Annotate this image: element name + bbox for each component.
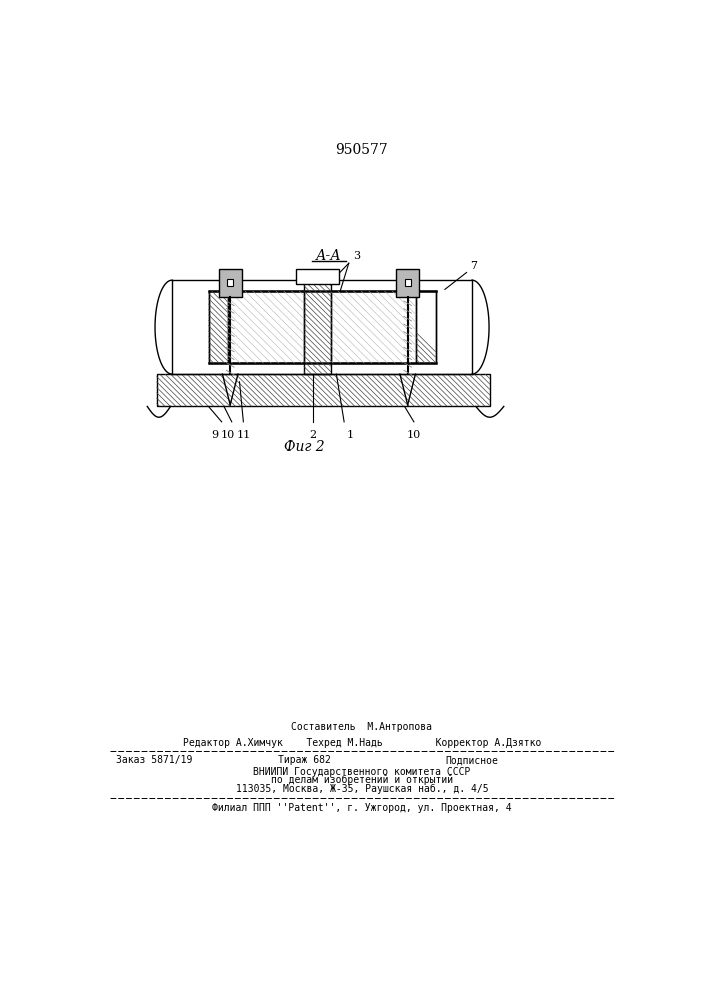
Bar [218, 269, 242, 297]
Bar [227, 279, 233, 286]
Text: Подписное: Подписное [445, 755, 498, 765]
Text: Тираж 682: Тираж 682 [279, 755, 331, 765]
Text: 10: 10 [221, 430, 235, 440]
Text: ВНИИПИ Государственного комитета СССР: ВНИИПИ Государственного комитета СССР [253, 767, 471, 777]
Text: Редактор А.Химчук    Техред М.Надь         Корректор А.Дзятко: Редактор А.Химчук Техред М.Надь Корректо… [183, 738, 541, 748]
Bar [296, 269, 339, 284]
Text: 2: 2 [310, 430, 317, 440]
Text: Фиг 2: Фиг 2 [284, 440, 324, 454]
Bar [404, 279, 411, 286]
Text: А-А: А-А [316, 249, 341, 263]
Text: 950577: 950577 [336, 143, 388, 157]
Text: 3: 3 [353, 251, 360, 261]
Text: Филиал ППП ''Patent'', г. Ужгород, ул. Проектная, 4: Филиал ППП ''Patent'', г. Ужгород, ул. П… [212, 803, 512, 813]
Text: 9: 9 [211, 430, 218, 440]
Text: 1: 1 [346, 430, 354, 440]
Text: по делам изобретений и открытий: по делам изобретений и открытий [271, 775, 453, 785]
Text: 10: 10 [407, 430, 421, 440]
Text: 7: 7 [470, 261, 477, 271]
Text: Заказ 5871/19: Заказ 5871/19 [115, 755, 192, 765]
Text: 113035, Москва, Ж-35, Раушская наб., д. 4/5: 113035, Москва, Ж-35, Раушская наб., д. … [235, 784, 489, 794]
Text: Составитель  М.Антропова: Составитель М.Антропова [291, 722, 433, 732]
Text: 11: 11 [236, 430, 250, 440]
Bar [396, 269, 419, 297]
